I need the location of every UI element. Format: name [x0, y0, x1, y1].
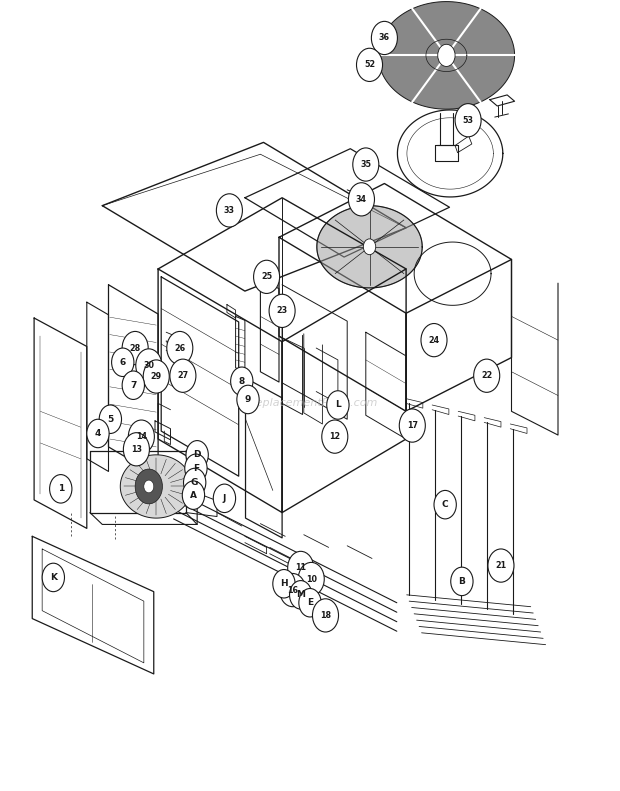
Circle shape — [353, 148, 379, 181]
Text: 5: 5 — [107, 414, 113, 424]
Text: C: C — [442, 500, 448, 509]
Text: 28: 28 — [130, 343, 141, 353]
Circle shape — [474, 359, 500, 392]
Circle shape — [269, 294, 295, 327]
Text: 14: 14 — [136, 432, 147, 441]
Text: 7: 7 — [130, 380, 136, 390]
Text: 4: 4 — [95, 429, 101, 438]
Circle shape — [42, 563, 64, 592]
Text: H: H — [280, 579, 288, 589]
Circle shape — [254, 260, 280, 293]
Polygon shape — [120, 455, 192, 518]
Text: 17: 17 — [407, 421, 418, 430]
Circle shape — [438, 44, 455, 66]
Circle shape — [135, 469, 162, 504]
Circle shape — [434, 490, 456, 519]
Circle shape — [144, 480, 154, 493]
Circle shape — [348, 183, 374, 216]
Circle shape — [112, 348, 134, 377]
Text: 13: 13 — [131, 445, 142, 454]
Text: 6: 6 — [120, 358, 126, 367]
Circle shape — [312, 599, 339, 632]
Text: A: A — [190, 490, 197, 500]
Text: 10: 10 — [306, 574, 317, 584]
Circle shape — [363, 239, 376, 255]
Text: 53: 53 — [463, 115, 474, 125]
Circle shape — [216, 194, 242, 227]
Circle shape — [87, 419, 109, 448]
Text: J: J — [223, 494, 226, 503]
Text: K: K — [50, 573, 57, 582]
Circle shape — [327, 391, 349, 419]
Text: 12: 12 — [329, 432, 340, 441]
Circle shape — [322, 420, 348, 453]
Circle shape — [280, 573, 306, 607]
Text: B: B — [458, 577, 466, 586]
Circle shape — [451, 567, 473, 596]
Text: 52: 52 — [364, 60, 375, 70]
Circle shape — [143, 360, 169, 393]
Text: 24: 24 — [428, 335, 440, 345]
Circle shape — [371, 21, 397, 55]
Text: eReplacementParts.com: eReplacementParts.com — [242, 399, 378, 408]
Circle shape — [290, 581, 312, 609]
Circle shape — [237, 385, 259, 414]
Text: 26: 26 — [174, 343, 185, 353]
Text: 30: 30 — [143, 361, 154, 370]
Text: M: M — [296, 590, 305, 600]
Text: D: D — [193, 450, 201, 460]
Circle shape — [399, 409, 425, 442]
Text: 33: 33 — [224, 206, 235, 215]
Circle shape — [231, 367, 253, 396]
Text: 23: 23 — [277, 306, 288, 316]
Circle shape — [298, 562, 324, 596]
Polygon shape — [378, 2, 515, 109]
Circle shape — [182, 481, 205, 509]
Text: 11: 11 — [295, 563, 306, 573]
Circle shape — [288, 551, 314, 585]
Text: 9: 9 — [245, 395, 251, 404]
Text: 27: 27 — [177, 371, 188, 380]
Text: F: F — [193, 464, 199, 473]
Circle shape — [170, 359, 196, 392]
Circle shape — [488, 549, 514, 582]
Circle shape — [128, 420, 154, 453]
Circle shape — [122, 331, 148, 365]
Circle shape — [99, 405, 122, 433]
Text: 18: 18 — [320, 611, 331, 620]
Circle shape — [123, 433, 149, 466]
Text: 1: 1 — [58, 484, 64, 494]
Text: 29: 29 — [151, 372, 162, 381]
Circle shape — [122, 371, 144, 399]
Circle shape — [185, 454, 207, 483]
Circle shape — [455, 104, 481, 137]
Circle shape — [273, 570, 295, 598]
Text: 8: 8 — [239, 377, 245, 386]
Text: 25: 25 — [261, 272, 272, 282]
Circle shape — [184, 468, 206, 497]
Circle shape — [186, 441, 208, 469]
Text: 22: 22 — [481, 371, 492, 380]
Circle shape — [167, 331, 193, 365]
Text: E: E — [307, 598, 313, 607]
Text: 16: 16 — [287, 585, 298, 595]
Text: L: L — [335, 400, 341, 410]
Polygon shape — [317, 206, 422, 288]
Circle shape — [356, 48, 383, 81]
Circle shape — [136, 349, 162, 382]
Text: G: G — [191, 478, 198, 487]
Circle shape — [213, 484, 236, 513]
Text: 35: 35 — [360, 160, 371, 169]
Circle shape — [299, 589, 321, 617]
Text: 34: 34 — [356, 195, 367, 204]
Text: 36: 36 — [379, 33, 390, 43]
Circle shape — [421, 324, 447, 357]
Text: 21: 21 — [495, 561, 507, 570]
Circle shape — [50, 475, 72, 503]
